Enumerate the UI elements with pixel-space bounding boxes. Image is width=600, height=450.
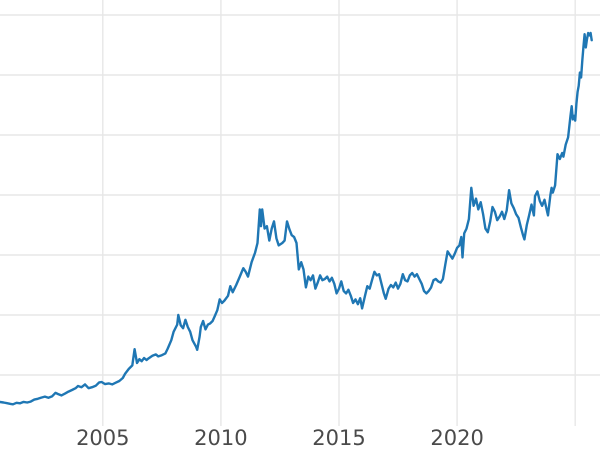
horizontal-gridlines <box>0 14 600 376</box>
x-tick-label: 2010 <box>194 426 248 450</box>
x-tick-label: 2020 <box>430 426 484 450</box>
vertical-gridlines-and-ticks <box>102 0 576 426</box>
x-tick-label: 2015 <box>312 426 366 450</box>
x-tick-label: 2005 <box>76 426 130 450</box>
price-line <box>0 31 593 406</box>
